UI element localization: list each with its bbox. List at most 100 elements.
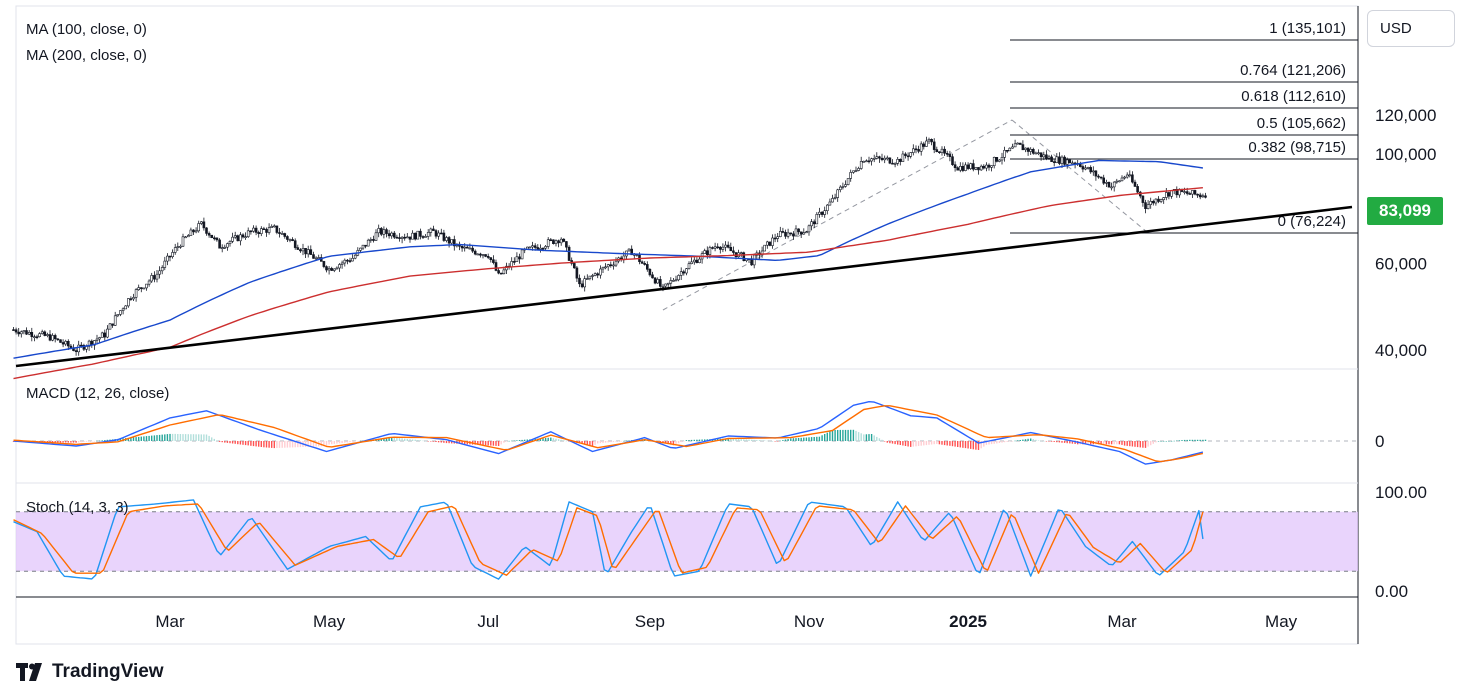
candle-body <box>46 334 49 336</box>
macd-histogram-bar <box>813 437 815 441</box>
candle-body <box>925 140 928 147</box>
candle-body <box>854 170 858 172</box>
macd-histogram-bar <box>748 439 750 441</box>
candle-body <box>961 166 965 171</box>
candle-body <box>325 266 328 271</box>
time-tick-label: May <box>313 612 346 631</box>
macd-histogram-bar <box>1035 439 1037 441</box>
macd-histogram-bar <box>417 440 419 441</box>
candle-body <box>651 274 654 279</box>
candle-body <box>468 247 472 250</box>
macd-histogram-bar <box>398 438 401 441</box>
candle-body <box>1141 195 1145 203</box>
candle-body <box>552 239 555 245</box>
candle-body <box>218 239 221 249</box>
macd-histogram-bar <box>803 437 805 441</box>
macd-histogram-bar <box>863 434 865 441</box>
candle-body <box>951 156 954 165</box>
candle-body <box>677 275 680 281</box>
macd-histogram-bar <box>764 440 766 441</box>
macd-histogram-bar <box>83 441 85 442</box>
stoch-pane[interactable]: 100.00 0.00 <box>13 483 1428 601</box>
legend-macd[interactable]: MACD (12, 26, close) <box>26 385 169 402</box>
macd-histogram-bar <box>998 441 1001 443</box>
candle-body <box>236 235 240 242</box>
macd-histogram-bar <box>205 434 208 441</box>
candle-body <box>145 283 148 289</box>
macd-histogram-bar <box>85 441 88 442</box>
candle-body <box>38 333 41 338</box>
price-pane[interactable]: 1 (135,101) 0.764 (121,206) 0.618 (112,610… <box>12 20 1437 380</box>
candle-body <box>943 148 946 154</box>
candle-body <box>1149 201 1152 205</box>
price-tick-label: 40,000 <box>1375 341 1427 360</box>
macd-pane[interactable]: 0 <box>12 401 1385 465</box>
candle-body <box>366 239 370 247</box>
price-tick-label: 120,000 <box>1375 106 1436 125</box>
macd-histogram-bar <box>826 432 828 441</box>
macd-histogram-bar <box>224 441 226 443</box>
candle-body <box>546 239 550 247</box>
macd-histogram-bar <box>260 441 262 447</box>
macd-histogram-bar <box>1069 441 1071 444</box>
candle-body <box>1201 195 1205 198</box>
candle-body <box>1065 159 1069 165</box>
candle-body <box>956 167 960 171</box>
time-axis[interactable]: Mar May Jul Sep Nov 2025 Mar May <box>155 612 1297 631</box>
candle-body <box>497 270 500 274</box>
macd-histogram-bar <box>920 441 922 446</box>
currency-button[interactable]: USD <box>1367 10 1455 47</box>
candle-body <box>48 334 52 341</box>
legend-ma200[interactable]: MA (200, close, 0) <box>26 47 147 64</box>
candle-body <box>140 287 143 289</box>
macd-histogram-bar <box>271 441 273 448</box>
candle-body <box>917 149 920 152</box>
candle-body <box>390 232 394 237</box>
macd-histogram-bar <box>349 441 351 443</box>
candle-body <box>992 157 996 167</box>
candle-body <box>1105 182 1108 184</box>
candle-body <box>265 229 268 233</box>
macd-histogram-bar <box>195 434 197 441</box>
macd-histogram-bar <box>297 441 299 448</box>
macd-histogram-bar <box>855 430 857 441</box>
candle-body <box>1120 177 1124 182</box>
macd-histogram-bar <box>714 439 716 441</box>
candle-body <box>51 335 54 341</box>
candle-body <box>27 331 31 335</box>
candle-body <box>901 153 905 162</box>
legend-ma100[interactable]: MA (100, close, 0) <box>26 21 147 38</box>
candle-body <box>426 232 430 237</box>
stoch-tick-label: 0.00 <box>1375 582 1408 601</box>
candle-body <box>867 160 871 163</box>
macd-histogram-bar <box>756 440 758 441</box>
price-axis[interactable]: 120,000 100,000 60,000 40,000 <box>1375 106 1436 360</box>
macd-histogram-bar <box>839 429 841 441</box>
macd-histogram-bar <box>745 439 748 441</box>
candle-body <box>771 237 774 246</box>
legend-stoch[interactable]: Stoch (14, 3, 3) <box>26 499 129 516</box>
price-tick-label: 60,000 <box>1375 254 1427 273</box>
signal-line <box>13 405 1204 463</box>
candle-body <box>987 164 991 168</box>
support-trendline[interactable] <box>15 205 1353 368</box>
candle-body <box>335 267 339 270</box>
candle-body <box>661 285 665 288</box>
macd-histogram-bar <box>1202 439 1204 441</box>
macd-histogram-bar <box>70 441 72 443</box>
candle-body <box>612 264 615 267</box>
time-tick-label: 2025 <box>949 612 987 631</box>
macd-histogram-bar <box>698 439 701 441</box>
macd-histogram-bar <box>597 441 599 444</box>
macd-histogram-bar <box>203 434 205 441</box>
candle-body <box>40 331 44 334</box>
brand[interactable]: TradingView <box>16 660 164 684</box>
fibonacci-retracement[interactable]: 1 (135,101) 0.764 (121,206) 0.618 (112,610… <box>662 20 1358 311</box>
macd-histogram-bar <box>237 441 239 445</box>
candle-body <box>606 264 610 268</box>
candle-body <box>1024 147 1027 151</box>
candle-body <box>823 210 827 215</box>
candle-body <box>1115 180 1119 183</box>
macd-histogram-bar <box>190 434 192 441</box>
